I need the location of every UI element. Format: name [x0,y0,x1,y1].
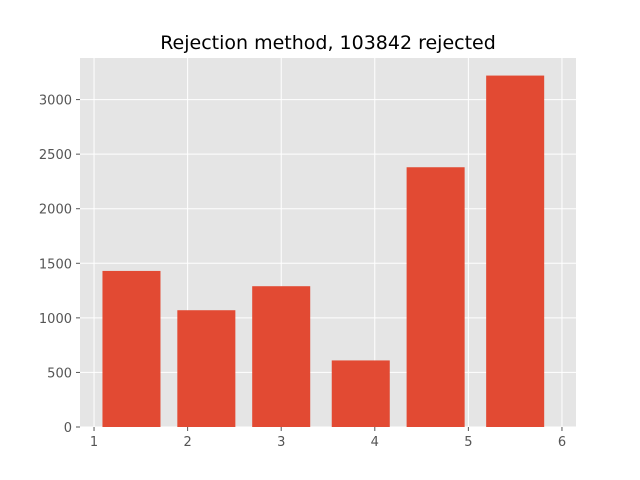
x-tick-label: 1 [90,435,98,450]
y-tick-label: 500 [47,366,72,381]
y-tick-label: 0 [64,421,72,436]
y-tick-label: 1500 [39,257,72,272]
bar [331,360,390,427]
y-axis-ticks: 0 500 1000 1500 2000 2500 3000 [39,94,80,436]
x-tick-label: 3 [277,435,285,450]
bars [102,75,545,428]
x-tick-label: 2 [183,435,191,450]
y-tick-label: 1000 [39,312,72,327]
x-tick-label: 4 [371,435,379,450]
x-tick-label: 5 [464,435,472,450]
chart-title: Rejection method, 103842 rejected [160,32,496,54]
y-tick-label: 2000 [39,203,72,218]
bar [486,75,545,428]
x-tick-label: 6 [558,435,566,450]
x-axis-ticks: 1 2 3 4 5 6 [90,427,566,450]
bar [406,167,465,427]
y-tick-label: 2500 [39,148,72,163]
bar [177,310,236,427]
bar [252,286,311,427]
y-tick-label: 3000 [39,94,72,109]
bar [102,270,161,427]
